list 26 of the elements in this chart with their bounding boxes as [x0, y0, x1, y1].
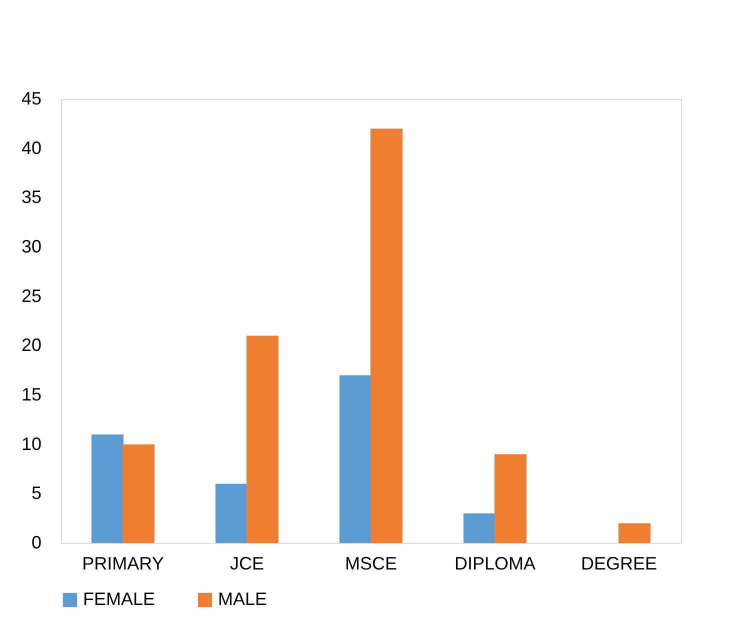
bar	[216, 484, 248, 543]
y-tick-label: 25	[21, 286, 42, 306]
bar	[464, 513, 496, 543]
y-tick-label: 45	[21, 88, 42, 108]
y-tick-label: 5	[31, 483, 42, 504]
x-tick-label: DIPLOMA	[454, 554, 536, 574]
x-tick-label: DEGREE	[580, 554, 658, 574]
y-tick-label: 40	[21, 138, 42, 158]
bar	[618, 523, 650, 543]
bar	[494, 454, 526, 543]
y-tick-label: 0	[31, 532, 42, 552]
legend-label: MALE	[218, 589, 268, 609]
y-tick-label: 30	[21, 236, 42, 256]
bar	[122, 444, 154, 543]
y-tick-label: 10	[21, 434, 42, 454]
y-tick-label: 15	[21, 384, 42, 404]
bar	[92, 434, 124, 543]
bar	[370, 128, 402, 543]
bar	[340, 375, 372, 543]
x-tick-label: JCE	[230, 554, 264, 574]
y-tick-label: 20	[21, 335, 42, 356]
legend-label: FEMALE	[83, 589, 156, 609]
x-tick-label: MSCE	[344, 554, 398, 574]
y-tick-label: 35	[21, 187, 42, 208]
x-tick-label: PRIMARY	[82, 554, 164, 574]
bar	[246, 336, 278, 543]
